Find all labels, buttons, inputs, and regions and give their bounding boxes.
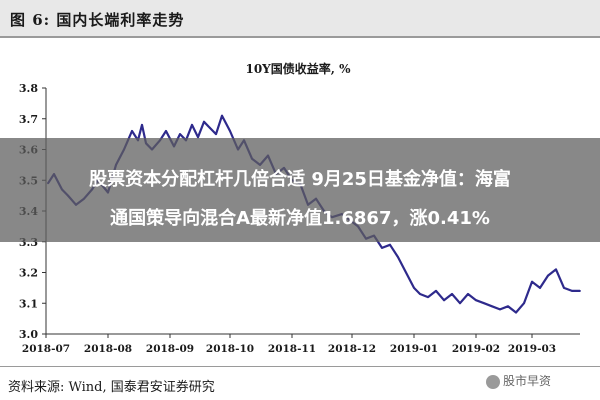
data-point	[475, 299, 477, 302]
data-point	[427, 296, 429, 298]
y-tick-label: 3.1	[19, 297, 38, 310]
header-divider	[0, 36, 600, 38]
x-tick-label: 2018-11	[268, 343, 316, 355]
news-overlay-banner[interactable]: 股票资本分配杠杆几倍合适 9月25日基金净值：海富 通国策导向混合A最新净值1.…	[0, 138, 600, 242]
data-point	[165, 130, 167, 132]
watermark: 股市早资	[486, 372, 551, 389]
overlay-headline-line1: 股票资本分配杠杆几倍合适 9月25日基金净值：海富	[89, 169, 511, 190]
data-point	[579, 290, 581, 292]
data-point	[555, 268, 557, 271]
y-tick-label: 3.0	[19, 328, 38, 341]
chart-axes: 3.03.13.23.33.43.53.63.73.82018-072018-0…	[19, 82, 580, 355]
footer-divider	[0, 366, 600, 367]
data-point	[203, 120, 205, 123]
y-tick-label: 3.8	[19, 82, 38, 95]
data-point	[443, 299, 445, 302]
data-point	[413, 286, 415, 289]
watermark-logo-icon	[486, 374, 500, 389]
data-point	[451, 293, 453, 295]
x-tick-label: 2019-03	[508, 343, 556, 355]
data-point	[229, 130, 231, 132]
data-point	[483, 302, 485, 305]
overlay-headline-line2: 通国策导向混合A最新净值1.6867，涨0.41%	[110, 208, 490, 229]
x-tick-label: 2018-09	[146, 343, 194, 355]
chart-title: 10Y国债收益率, %	[245, 61, 351, 76]
figure-header-band: 图 6: 国内长端利率走势	[0, 0, 600, 36]
data-point	[141, 124, 143, 126]
x-tick-label: 2019-01	[390, 343, 438, 355]
data-point	[531, 280, 533, 283]
watermark-text: 股市早资	[503, 374, 552, 388]
data-point	[197, 136, 199, 139]
data-point	[571, 290, 573, 292]
data-point	[209, 127, 211, 129]
data-point	[539, 286, 541, 289]
data-point	[491, 305, 493, 308]
data-point	[499, 308, 501, 311]
data-point	[547, 274, 549, 277]
y-tick-label: 3.2	[19, 267, 38, 280]
data-point	[131, 130, 133, 132]
data-point	[221, 114, 223, 117]
data-point	[563, 286, 565, 289]
y-tick-label: 3.7	[19, 113, 38, 126]
x-tick-label: 2018-08	[84, 343, 132, 355]
data-point	[507, 305, 509, 308]
data-point	[405, 271, 407, 274]
x-tick-label: 2018-12	[328, 343, 376, 355]
data-point	[523, 302, 525, 305]
data-point	[515, 311, 517, 314]
data-point	[215, 133, 217, 136]
source-note: 资料来源: Wind, 国泰君安证券研究	[8, 380, 215, 395]
x-tick-label: 2018-07	[22, 343, 70, 355]
data-point	[435, 290, 437, 292]
data-point	[191, 124, 193, 126]
x-tick-label: 2019-02	[452, 343, 500, 355]
data-point	[419, 293, 421, 295]
data-point	[459, 302, 461, 305]
figure-label: 图 6: 国内长端利率走势	[10, 11, 185, 29]
data-point	[381, 247, 383, 249]
x-tick-label: 2018-10	[206, 343, 254, 355]
data-point	[467, 293, 469, 295]
data-point	[389, 243, 391, 246]
data-point	[397, 256, 399, 259]
data-point	[179, 133, 181, 136]
